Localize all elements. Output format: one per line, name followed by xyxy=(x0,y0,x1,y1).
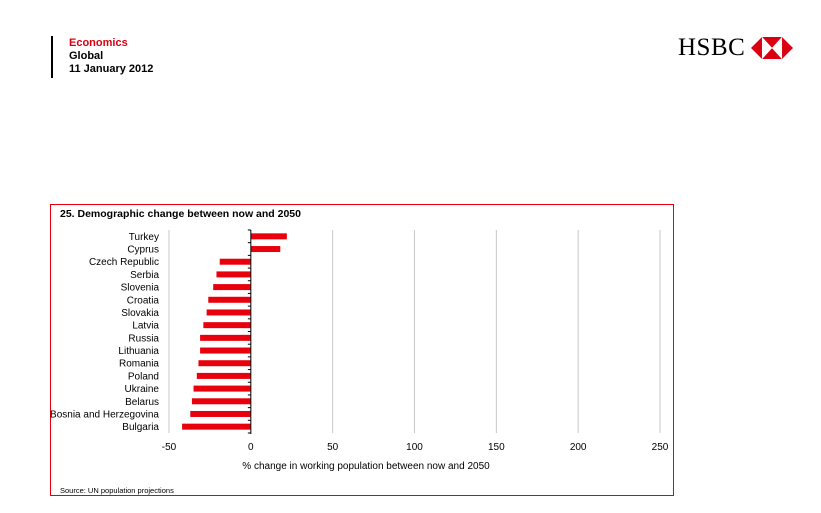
x-axis-label: % change in working population between n… xyxy=(242,461,490,472)
category-label: Ukraine xyxy=(125,384,160,395)
bar xyxy=(206,309,251,316)
hsbc-logo: HSBC xyxy=(678,34,794,62)
category-label: Slovakia xyxy=(121,308,159,319)
category-label: Croatia xyxy=(127,295,160,306)
category-label: Cyprus xyxy=(127,245,159,256)
x-tick-label: 0 xyxy=(248,442,254,453)
bar xyxy=(182,423,251,430)
header-divider xyxy=(51,36,53,78)
category-label: Lithuania xyxy=(118,346,159,357)
x-tick-label: 250 xyxy=(652,442,669,453)
bar xyxy=(200,334,251,341)
report-date: 11 January 2012 xyxy=(69,63,154,75)
bar xyxy=(191,398,251,405)
category-label: Russia xyxy=(128,333,159,344)
category-label: Romania xyxy=(119,359,159,370)
department-label: Economics xyxy=(69,37,128,49)
chart-title: 25. Demographic change between now and 2… xyxy=(60,208,301,220)
chart-frame xyxy=(50,204,674,496)
hsbc-hexagon-icon xyxy=(751,37,794,59)
x-tick-label: 100 xyxy=(406,442,423,453)
bar xyxy=(219,258,251,265)
bars xyxy=(182,229,287,434)
bar xyxy=(216,271,251,278)
bar xyxy=(193,385,251,392)
x-tick-label: -50 xyxy=(162,442,177,453)
bar xyxy=(200,347,251,354)
category-label: Bosnia and Herzegovina xyxy=(50,409,159,420)
x-tick-label: 50 xyxy=(327,442,339,453)
x-tick-label: 200 xyxy=(570,442,587,453)
bar xyxy=(196,372,251,379)
category-label: Poland xyxy=(128,371,159,382)
logo-text: HSBC xyxy=(678,34,746,61)
category-label: Serbia xyxy=(130,270,159,281)
x-tick-labels: -50 0 50 100 150 200 250 xyxy=(162,442,669,453)
chart-source: Source: UN population projections xyxy=(60,486,174,495)
bar xyxy=(250,233,287,240)
category-label: Turkey xyxy=(129,232,159,243)
region-label: Global xyxy=(69,50,104,62)
bar xyxy=(250,246,281,253)
category-label: Latvia xyxy=(132,321,159,332)
x-tick-label: 150 xyxy=(488,442,505,453)
report-header: Economics Global 11 January 2012 xyxy=(69,37,153,76)
category-label: Slovenia xyxy=(121,283,160,294)
bar xyxy=(198,360,251,367)
bar xyxy=(213,284,251,291)
bar xyxy=(208,296,251,303)
category-label: Belarus xyxy=(125,397,159,408)
bar xyxy=(190,410,251,417)
bar xyxy=(203,322,251,329)
category-label: Czech Republic xyxy=(89,257,159,268)
grid-lines xyxy=(168,230,661,433)
category-label: Bulgaria xyxy=(122,422,159,433)
